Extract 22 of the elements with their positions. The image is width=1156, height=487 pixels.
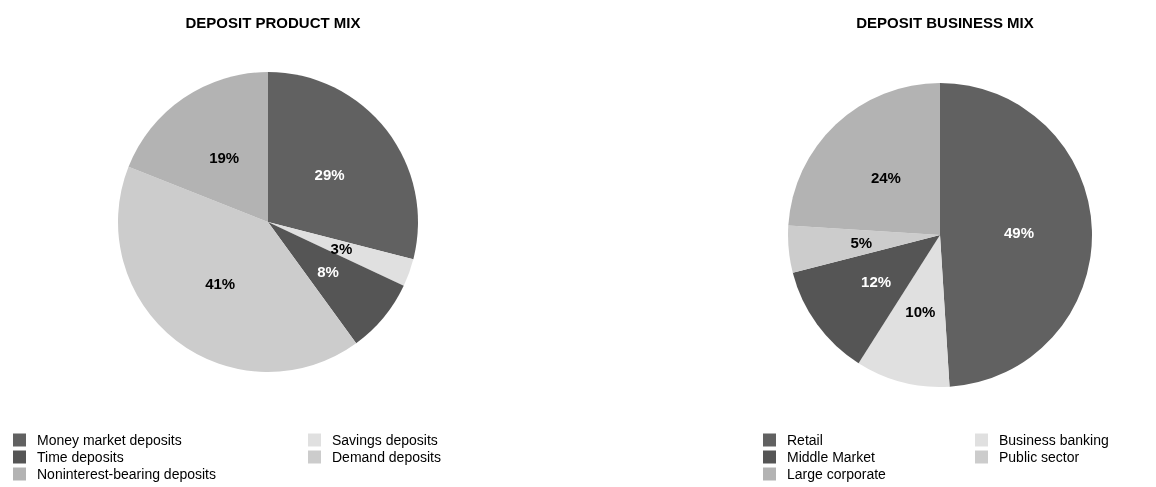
chart-title: DEPOSIT PRODUCT MIX <box>185 14 361 31</box>
data-label: 5% <box>850 233 873 251</box>
legend-label: Middle Market <box>787 449 876 465</box>
legend-label: Retail <box>787 432 823 448</box>
legend-label: Savings deposits <box>332 432 438 448</box>
legend-label: Time deposits <box>37 449 124 465</box>
data-label: 19% <box>209 148 240 166</box>
legend-label: Public sector <box>999 449 1080 465</box>
data-label: 29% <box>314 165 345 183</box>
data-label: 12% <box>861 272 892 290</box>
legend-label: Demand deposits <box>332 449 441 465</box>
data-label: 41% <box>205 275 236 293</box>
data-label: 10% <box>905 303 936 321</box>
legend-label: Money market deposits <box>37 432 182 448</box>
chart-title: DEPOSIT BUSINESS MIX <box>856 14 1034 31</box>
legend-label: Large corporate <box>787 466 887 482</box>
data-label: 8% <box>317 263 339 281</box>
legend-label: Business banking <box>999 432 1109 448</box>
data-label: 3% <box>330 239 353 257</box>
legend-label: Noninterest-bearing deposits <box>37 466 216 482</box>
data-label: 49% <box>1003 224 1034 242</box>
data-label: 24% <box>870 168 901 186</box>
